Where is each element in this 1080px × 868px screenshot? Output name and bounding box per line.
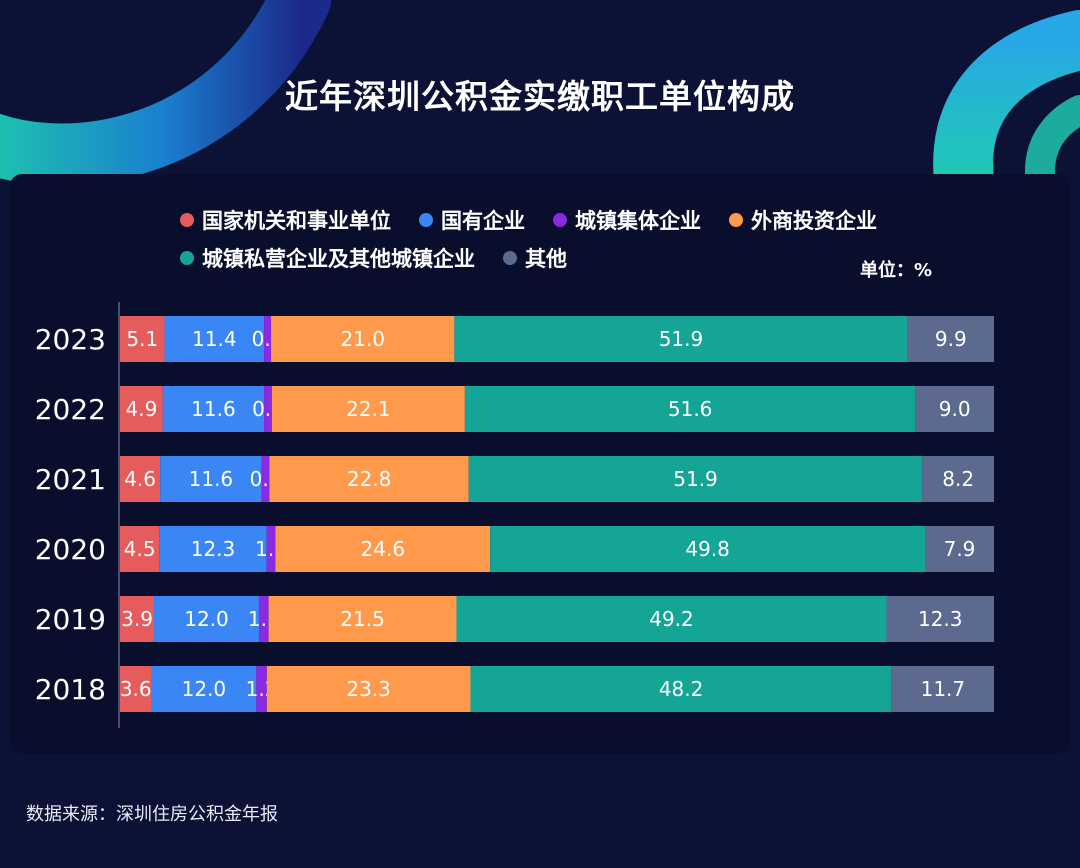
bar-segment [470, 666, 892, 712]
data-label: 22.1 [346, 397, 391, 421]
data-label: 11.6 [189, 467, 234, 491]
y-tick-label: 2023 [35, 323, 106, 356]
data-label: 4.6 [124, 467, 156, 491]
bar-segment [160, 456, 262, 502]
data-label: 51.9 [673, 467, 718, 491]
data-label: 4.5 [124, 537, 156, 561]
y-tick-label: 2021 [35, 463, 106, 496]
data-label: 12.0 [184, 607, 229, 631]
bar-segment [261, 456, 270, 502]
data-label: 51.6 [668, 397, 713, 421]
bar-segment [120, 386, 163, 432]
bar-segment [886, 596, 994, 642]
bar-segment [264, 316, 272, 362]
page-title: 近年深圳公积金实缴职工单位构成 [285, 77, 795, 116]
data-label: 49.2 [649, 607, 694, 631]
legend-label: 国家机关和事业单位 [202, 209, 391, 233]
legend-item: 城镇集体企业 [553, 205, 701, 235]
legend-swatch [419, 213, 433, 227]
bar-segment [490, 526, 926, 572]
bar-segment [266, 666, 471, 712]
chart-legend: 国家机关和事业单位 国有企业 城镇集体企业 外商投资企业 城镇私营企业及其他城镇… [180, 205, 1000, 273]
data-label: 23.3 [346, 677, 391, 701]
data-label: 21.0 [340, 327, 385, 351]
legend-label: 其他 [525, 247, 567, 271]
y-tick-label: 2019 [35, 603, 106, 636]
bar-segment [120, 316, 165, 362]
legend-label: 城镇私营企业及其他城镇企业 [202, 247, 475, 271]
bar-segment [922, 456, 994, 502]
bar-segment [269, 456, 469, 502]
bar-segment [258, 596, 269, 642]
bar-segment [268, 596, 457, 642]
legend-label: 国有企业 [441, 209, 525, 233]
bar-segment [915, 386, 994, 432]
bar-segment [454, 316, 908, 362]
bar-segment [271, 316, 455, 362]
data-label: 21.5 [340, 607, 385, 631]
data-label: 4.9 [125, 397, 157, 421]
legend-swatch [729, 213, 743, 227]
data-label: 12.0 [182, 677, 227, 701]
y-tick-label: 2020 [35, 533, 106, 566]
bar-segment [256, 666, 267, 712]
bar-segment [925, 526, 994, 572]
data-label: 9.0 [939, 397, 971, 421]
data-label: 9.9 [935, 327, 967, 351]
data-label: 11.7 [921, 677, 966, 701]
legend-label: 城镇集体企业 [575, 209, 701, 233]
data-label: 22.8 [347, 467, 392, 491]
bar-segment [120, 456, 161, 502]
bar-segment [154, 596, 259, 642]
legend-item: 国家机关和事业单位 [180, 205, 391, 235]
bar-segment [468, 456, 923, 502]
data-label: 12.3 [918, 607, 963, 631]
legend-label: 外商投资企业 [751, 209, 877, 233]
data-label: 3.9 [121, 607, 153, 631]
bar-segment [264, 386, 272, 432]
bar-segment [907, 316, 994, 362]
legend-swatch [553, 213, 567, 227]
legend-swatch [180, 251, 194, 265]
data-label: 5.1 [126, 327, 158, 351]
bar-segment [266, 526, 276, 572]
y-tick-label: 2022 [35, 393, 106, 426]
legend-item: 外商投资企业 [729, 205, 877, 235]
legend-item: 其他 [503, 243, 567, 273]
data-label: 49.8 [685, 537, 730, 561]
bar-segment [891, 666, 994, 712]
bar-segment [456, 596, 887, 642]
bar-segment [120, 526, 160, 572]
data-label: 7.9 [944, 537, 976, 561]
data-label: 8.2 [942, 467, 974, 491]
data-label: 12.3 [191, 537, 236, 561]
legend-item: 国有企业 [419, 205, 525, 235]
bar-segment [271, 386, 465, 432]
legend-item: 城镇私营企业及其他城镇企业 [180, 243, 475, 273]
bar-segment [120, 596, 155, 642]
data-label: 11.6 [191, 397, 236, 421]
bar-segment [164, 316, 265, 362]
bar-segment [120, 666, 152, 712]
bar-segment [162, 386, 265, 432]
bar-segment [275, 526, 491, 572]
unit-label: 单位：% [859, 260, 932, 281]
bar-segment [151, 666, 257, 712]
data-label: 51.9 [659, 327, 704, 351]
data-label: 11.4 [192, 327, 237, 351]
bar-segment [464, 386, 916, 432]
data-source-note: 数据来源：深圳住房公积金年报 [26, 804, 278, 825]
data-label: 3.6 [120, 677, 152, 701]
y-tick-label: 2018 [35, 673, 106, 706]
data-label: 48.2 [659, 677, 704, 701]
bar-segment [159, 526, 267, 572]
legend-swatch [503, 251, 517, 265]
legend-swatch [180, 213, 194, 227]
data-label: 24.6 [361, 537, 406, 561]
